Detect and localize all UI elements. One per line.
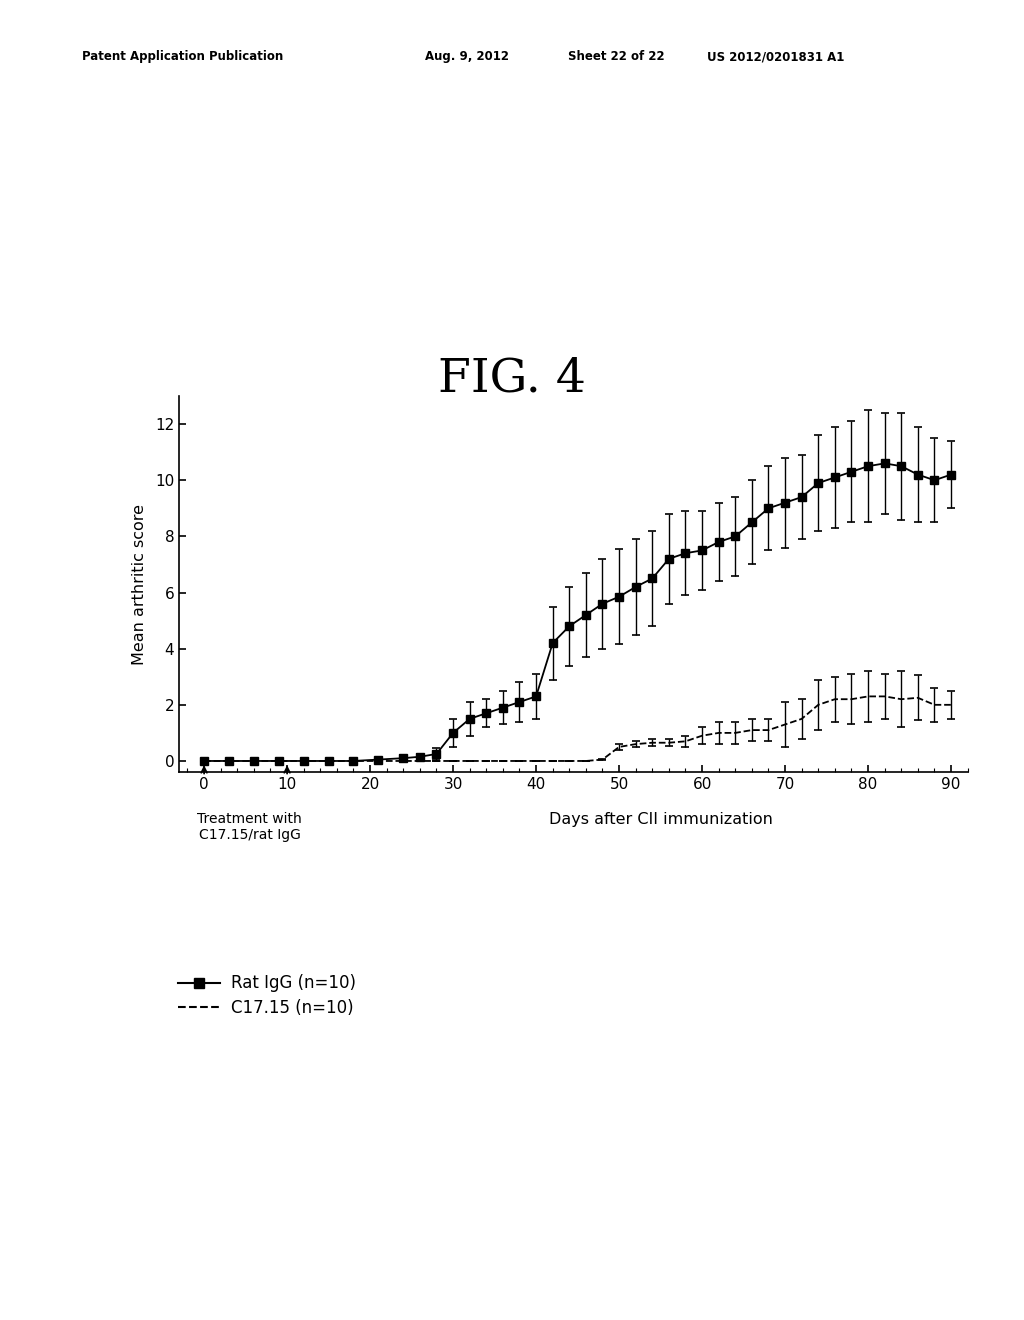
Text: Aug. 9, 2012: Aug. 9, 2012 bbox=[425, 50, 509, 63]
Text: Patent Application Publication: Patent Application Publication bbox=[82, 50, 284, 63]
Y-axis label: Mean arthritic score: Mean arthritic score bbox=[132, 504, 146, 664]
Text: FIG. 4: FIG. 4 bbox=[438, 356, 586, 401]
Text: US 2012/0201831 A1: US 2012/0201831 A1 bbox=[707, 50, 844, 63]
Text: Days after CII immunization: Days after CII immunization bbox=[549, 812, 772, 826]
Text: Treatment with
C17.15/rat IgG: Treatment with C17.15/rat IgG bbox=[198, 812, 302, 842]
Legend: Rat IgG (n=10), C17.15 (n=10): Rat IgG (n=10), C17.15 (n=10) bbox=[171, 968, 362, 1024]
Text: Sheet 22 of 22: Sheet 22 of 22 bbox=[568, 50, 665, 63]
